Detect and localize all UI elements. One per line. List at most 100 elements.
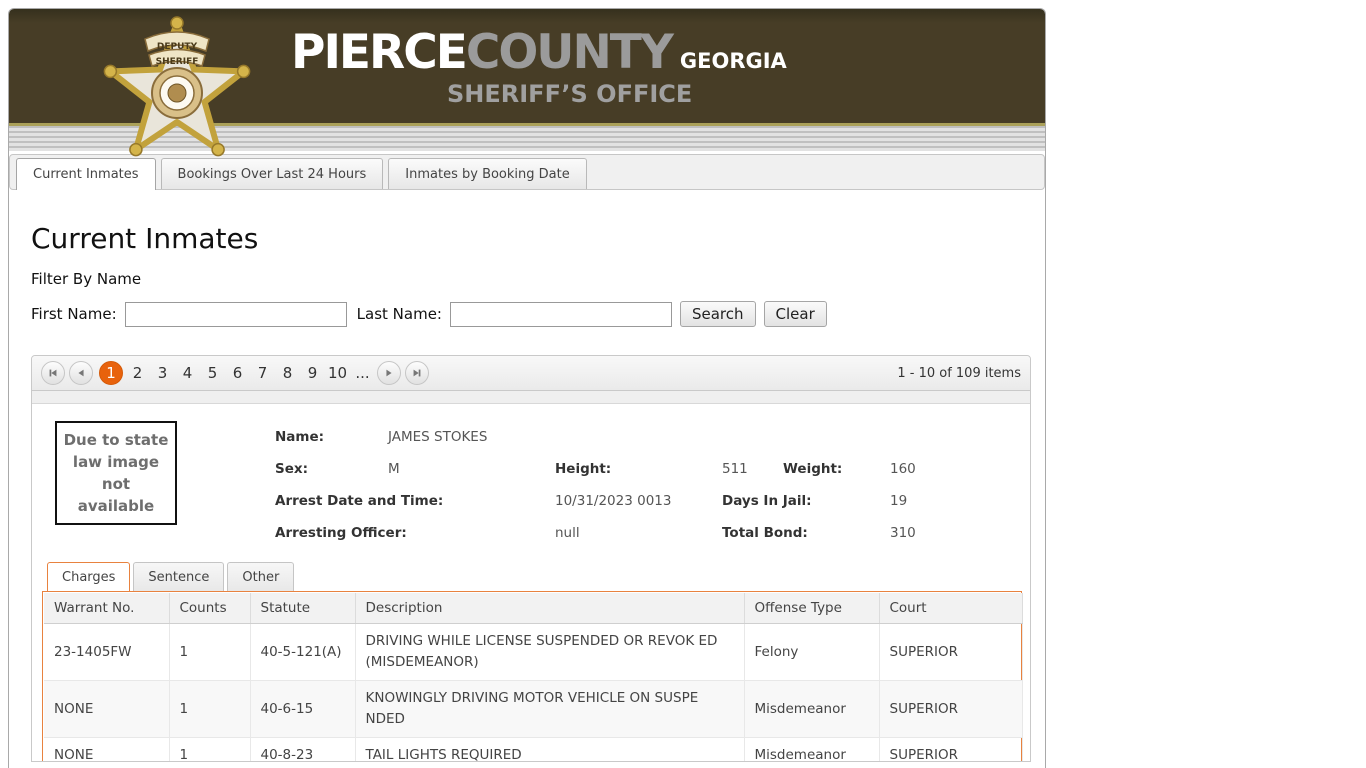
pager-page-1[interactable]: 1 xyxy=(99,361,123,385)
svg-text:SHERIFF: SHERIFF xyxy=(156,57,199,67)
seek-first-icon xyxy=(49,369,57,377)
filter-row: First Name: Last Name: Search Clear xyxy=(31,301,1045,327)
charges-body: 23-1405FW 1 40-5-121(A) DRIVING WHILE LICEN… xyxy=(44,623,1023,761)
sex-label: Sex: xyxy=(275,461,308,477)
tab-current-inmates[interactable]: Current Inmates xyxy=(16,158,156,190)
charges-header-row: Warrant No. Counts Statute Description Offen… xyxy=(44,593,1023,624)
site-subtitle: SHERIFF’S OFFICE xyxy=(447,80,693,108)
grid-pager: 1 2 3 4 5 6 7 8 9 10... 1 - 10 of 109 items xyxy=(32,356,1030,391)
charge-cell-offense-type: Misdemeanor xyxy=(744,680,880,738)
column-header-counts[interactable]: Counts xyxy=(169,593,251,624)
charge-row: 23-1405FW 1 40-5-121(A) DRIVING WHILE LICEN… xyxy=(44,623,1023,681)
weight-value: 160 xyxy=(890,461,916,477)
arrow-left-icon xyxy=(78,369,84,377)
pager-pages: 1 2 3 4 5 6 7 8 9 10... xyxy=(99,361,375,385)
height-label: Height: xyxy=(555,461,612,477)
pager-info: 1 - 10 of 109 items xyxy=(897,365,1021,381)
svg-text:DEPUTY: DEPUTY xyxy=(157,42,198,52)
charge-cell-statute: 40-8-23 xyxy=(250,737,356,761)
days-in-jail-value: 19 xyxy=(890,493,908,509)
sheriff-badge-logo: DEPUTY SHERIFF xyxy=(103,16,251,157)
last-name-label: Last Name: xyxy=(356,305,442,323)
site-title: PIERCECOUNTY GEORGIA SHERIFF’S OFFICE xyxy=(291,25,787,108)
tab-inmates-by-booking-date[interactable]: Inmates by Booking Date xyxy=(388,158,587,189)
charge-cell-warrant-no: 23-1405FW xyxy=(44,623,170,681)
charge-cell-description: DRIVING WHILE LICENSE SUSPENDED OR REVOK… xyxy=(355,623,745,681)
filter-heading: Filter By Name xyxy=(31,270,142,288)
pager-page-5[interactable]: 5 xyxy=(207,364,218,382)
main-content: Current Inmates Filter By Name First Nam… xyxy=(9,222,1045,762)
title-pierce: PIERCE xyxy=(291,25,468,80)
last-name-input[interactable] xyxy=(449,301,672,327)
seek-last-icon xyxy=(413,369,421,377)
charges-table: Warrant No. Counts Statute Description Offen… xyxy=(44,593,1023,761)
days-in-jail-label: Days In Jail: xyxy=(722,493,812,509)
pager-page-3[interactable]: 3 xyxy=(157,364,168,382)
height-value: 511 xyxy=(722,461,748,477)
total-bond-label: Total Bond: xyxy=(722,525,808,541)
clear-button[interactable]: Clear xyxy=(763,301,827,327)
charge-cell-court: SUPERIOR xyxy=(879,680,1023,738)
charge-cell-offense-type: Felony xyxy=(744,623,880,681)
pager-page-4[interactable]: 4 xyxy=(182,364,193,382)
page-title: Current Inmates xyxy=(31,222,259,255)
pager-page-6[interactable]: 6 xyxy=(232,364,243,382)
inmate-details: Name: JAMES STOKES Sex: M Height: 511 We… xyxy=(275,421,1020,549)
pager-page-9[interactable]: 9 xyxy=(307,364,318,382)
detail-tab-other[interactable]: Other xyxy=(227,562,295,591)
pager-prev-button[interactable] xyxy=(69,361,93,385)
pager-last-button[interactable] xyxy=(405,361,429,385)
charge-cell-court: SUPERIOR xyxy=(879,623,1023,681)
pager-next-button[interactable] xyxy=(377,361,401,385)
main-tabstrip: Current Inmates Bookings Over Last 24 Hou… xyxy=(9,154,1045,190)
charges-section: Charges Sentence Other Warrant No. Counts St… xyxy=(42,562,1023,761)
charge-cell-warrant-no: NONE xyxy=(44,737,170,761)
charge-cell-counts: 1 xyxy=(169,623,251,681)
detail-tabstrip: Charges Sentence Other xyxy=(42,562,1022,591)
charges-table-container: Warrant No. Counts Statute Description Offen… xyxy=(42,591,1023,761)
photo-placeholder-text: Due to state law image not available xyxy=(63,431,169,515)
search-button[interactable]: Search xyxy=(679,301,756,327)
page-container: DEPUTY SHERIFF PIERCECOUNTY GEORGIA SHERI… xyxy=(8,8,1046,768)
column-header-statute[interactable]: Statute xyxy=(250,593,356,624)
first-name-label: First Name: xyxy=(31,305,117,323)
pager-page-8[interactable]: 8 xyxy=(282,364,293,382)
column-header-warrant-no[interactable]: Warrant No. xyxy=(44,593,170,624)
arrest-date-label: Arrest Date and Time: xyxy=(275,493,444,509)
charge-row: NONE 1 40-6-15 KNOWINGLY DRIVING MOTOR VEHI… xyxy=(44,680,1023,738)
title-county: COUNTY xyxy=(465,25,674,80)
column-header-offense-type[interactable]: Offense Type xyxy=(744,593,880,624)
pager-first-button[interactable] xyxy=(41,361,65,385)
charge-cell-statute: 40-6-15 xyxy=(250,680,356,738)
charge-cell-statute: 40-5-121(A) xyxy=(250,623,356,681)
arresting-officer-label: Arresting Officer: xyxy=(275,525,407,541)
charge-cell-offense-type: Misdemeanor xyxy=(744,737,880,761)
column-header-court[interactable]: Court xyxy=(879,593,1023,624)
name-label: Name: xyxy=(275,429,325,445)
inmate-photo-placeholder: Due to state law image not available xyxy=(55,421,177,525)
pager-page-10[interactable]: 10 xyxy=(327,364,348,382)
charge-row: NONE 1 40-8-23 TAIL LIGHTS REQUIRED Misdemea… xyxy=(44,737,1023,761)
tab-bookings-over-last-24-hours[interactable]: Bookings Over Last 24 Hours xyxy=(160,158,384,189)
arresting-officer-value: null xyxy=(555,525,580,541)
charge-cell-counts: 1 xyxy=(169,680,251,738)
pager-more-pages[interactable]: ... xyxy=(355,364,370,382)
charge-cell-warrant-no: NONE xyxy=(44,680,170,738)
charge-cell-counts: 1 xyxy=(169,737,251,761)
grid-header-strip xyxy=(32,391,1030,404)
arrest-date-value: 10/31/2023 0013 xyxy=(555,493,672,509)
inmate-row: Due to state law image not available Nam… xyxy=(32,404,1030,549)
detail-tab-sentence[interactable]: Sentence xyxy=(133,562,225,591)
charge-cell-description: TAIL LIGHTS REQUIRED xyxy=(355,737,745,761)
column-header-description[interactable]: Description xyxy=(355,593,745,624)
first-name-input[interactable] xyxy=(124,301,347,327)
inmates-grid: 1 2 3 4 5 6 7 8 9 10... 1 - 10 of 109 items Due t… xyxy=(31,355,1031,762)
charge-cell-description: KNOWINGLY DRIVING MOTOR VEHICLE ON SUSPE… xyxy=(355,680,745,738)
pager-page-7[interactable]: 7 xyxy=(257,364,268,382)
weight-label: Weight: xyxy=(783,461,843,477)
detail-tab-charges[interactable]: Charges xyxy=(47,562,131,591)
name-value: JAMES STOKES xyxy=(388,429,488,445)
site-header: DEPUTY SHERIFF PIERCECOUNTY GEORGIA SHERI… xyxy=(9,9,1045,157)
pager-page-2[interactable]: 2 xyxy=(132,364,143,382)
total-bond-value: 310 xyxy=(890,525,916,541)
